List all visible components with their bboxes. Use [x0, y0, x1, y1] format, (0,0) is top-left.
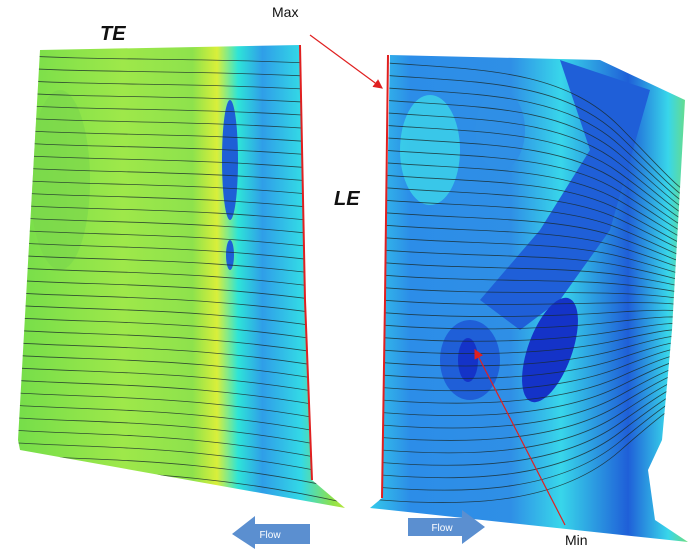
- max-label: Max: [272, 4, 298, 20]
- max-arrow: [310, 35, 382, 88]
- left-blade: [0, 40, 350, 520]
- le-label: LE: [334, 188, 360, 210]
- flow-label: Flow: [259, 530, 281, 541]
- flow-label: Flow: [431, 523, 453, 534]
- figure: TE LE Max Min Flow Flow: [0, 0, 691, 549]
- right-blade: [360, 50, 691, 545]
- te-label: TE: [100, 23, 126, 45]
- min-label: Min: [565, 532, 588, 548]
